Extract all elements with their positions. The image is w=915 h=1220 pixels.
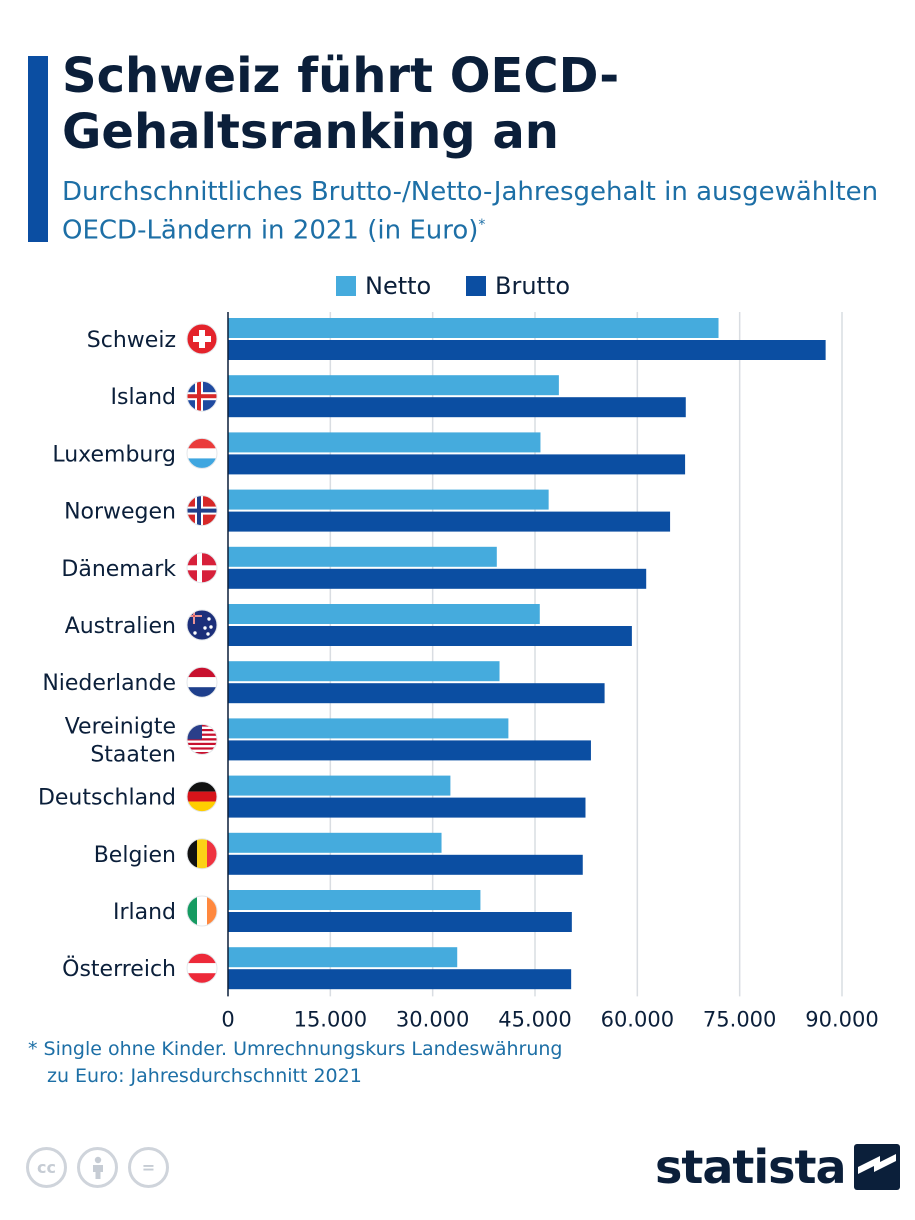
bar-netto-niederlande	[228, 661, 500, 682]
x-tick-label: 75.000	[703, 1007, 776, 1030]
category-label-oesterreich: Österreich	[62, 956, 176, 982]
bar-netto-luxemburg	[228, 432, 541, 453]
bar-brutto-niederlande	[228, 683, 605, 704]
bar-brutto-luxemburg	[228, 454, 686, 475]
bar-netto-vereinigte-staaten	[228, 718, 509, 739]
australia-flag-icon	[186, 609, 218, 641]
category-label-vereinigte-staaten: Staaten	[90, 742, 176, 767]
chart-title: Schweiz führt OECD-Gehaltsranking an	[62, 48, 620, 160]
footnote-line-2: zu Euro: Jahresdurchschnitt 2021	[47, 1065, 362, 1087]
netherlands-flag-icon	[186, 666, 218, 698]
x-tick-label: 0	[221, 1007, 234, 1030]
statista-logo-icon	[853, 1144, 900, 1190]
cc-icon[interactable]: cc	[26, 1147, 67, 1188]
bar-brutto-schweiz	[228, 340, 826, 360]
footnote-line-1: * Single ohne Kinder. Umrechnungskurs La…	[28, 1038, 563, 1060]
united-states-flag-icon	[186, 723, 218, 755]
bar-netto-daenemark	[228, 546, 497, 567]
x-tick-label: 60.000	[601, 1007, 674, 1030]
category-label-luxemburg: Luxemburg	[52, 442, 176, 467]
category-label-niederlande: Niederlande	[42, 671, 176, 696]
chart-subtitle: Durchschnittliches Brutto-/Netto-Jahresg…	[62, 176, 882, 248]
bar-brutto-deutschland	[228, 797, 586, 818]
bar-netto-schweiz	[228, 318, 719, 338]
by-person-icon[interactable]	[77, 1147, 118, 1188]
ireland-flag-icon	[186, 895, 218, 927]
norway-flag-icon	[186, 495, 218, 527]
bar-netto-irland	[228, 890, 481, 910]
chart-legend: Netto Brutto	[0, 272, 915, 306]
license-icons: cc =	[26, 1147, 169, 1188]
bar-brutto-irland	[228, 912, 572, 932]
person-glyph	[92, 1156, 103, 1179]
bar-brutto-norwegen	[228, 511, 671, 532]
legend-label-netto: Netto	[365, 272, 432, 300]
legend-swatch-brutto	[466, 276, 486, 296]
bar-brutto-australien	[228, 626, 632, 646]
belgium-flag-icon	[186, 838, 218, 870]
category-label-belgien: Belgien	[94, 843, 176, 868]
category-label-daenemark: Dänemark	[61, 557, 176, 582]
bar-chart: 0 15.000 30.000 45.000 60.000 75.000 90.000 Sch…	[38, 312, 879, 1030]
nd-equals-icon[interactable]: =	[128, 1147, 169, 1188]
category-label-irland: Irland	[113, 900, 176, 925]
austria-flag-icon	[186, 952, 218, 984]
footnote: * Single ohne Kinder. Umrechnungskurs La…	[28, 1036, 728, 1090]
x-tick-label: 30.000	[396, 1007, 469, 1030]
subtitle-footnote-mark: *	[478, 217, 486, 233]
legend-label-brutto: Brutto	[495, 272, 571, 300]
category-label-norwegen: Norwegen	[64, 500, 176, 525]
category-label-island: Island	[111, 385, 176, 410]
bar-netto-norwegen	[228, 489, 549, 510]
bar-netto-island	[228, 375, 559, 396]
x-tick-label: 45.000	[498, 1007, 571, 1030]
bar-brutto-belgien	[228, 854, 583, 875]
luxembourg-flag-icon	[186, 437, 218, 469]
title-accent-bar	[28, 56, 48, 242]
denmark-flag-icon	[186, 552, 218, 584]
category-label-australien: Australien	[65, 614, 176, 639]
legend-swatch-netto	[336, 276, 356, 296]
bar-brutto-vereinigte-staaten	[228, 740, 591, 761]
x-tick-label: 15.000	[294, 1007, 367, 1030]
bar-brutto-oesterreich	[228, 969, 572, 990]
subtitle-text: Durchschnittliches Brutto-/Netto-Jahresg…	[62, 177, 879, 246]
legend-item-netto: Netto	[336, 272, 431, 300]
switzerland-flag-icon	[186, 323, 218, 355]
statista-brand[interactable]: statista	[655, 1140, 900, 1194]
category-label-schweiz: Schweiz	[87, 328, 176, 353]
iceland-flag-icon	[186, 380, 218, 412]
brand-name: statista	[655, 1140, 847, 1194]
x-tick-label: 90.000	[805, 1007, 878, 1030]
bar-netto-oesterreich	[228, 947, 458, 968]
category-label-deutschland: Deutschland	[38, 786, 176, 811]
germany-flag-icon	[186, 781, 218, 813]
bar-brutto-daenemark	[228, 568, 647, 589]
bar-netto-australien	[228, 604, 540, 624]
bar-brutto-island	[228, 397, 686, 418]
bar-netto-belgien	[228, 832, 442, 853]
legend-item-brutto: Brutto	[466, 272, 570, 300]
category-label-vereinigte-staaten: Vereinigte	[65, 714, 176, 739]
bar-netto-deutschland	[228, 775, 451, 796]
